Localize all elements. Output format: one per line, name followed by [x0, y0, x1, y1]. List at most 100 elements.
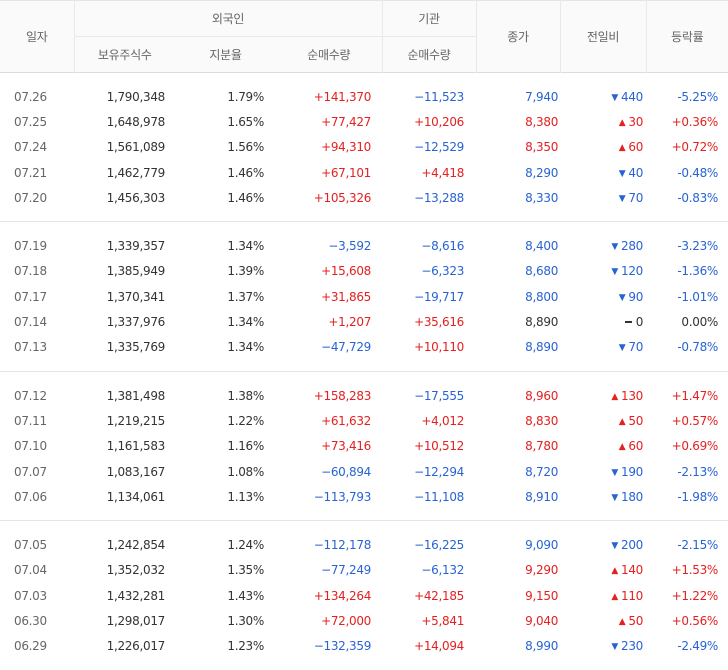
group-spacer: [0, 360, 728, 372]
table-row: 07.24 1,561,089 1.56% +94,310 −12,529 8,350 ▲ 6…: [0, 135, 728, 160]
diff-value: 140: [621, 563, 644, 578]
diff-cell: ▼ 70: [560, 335, 646, 360]
down-arrow-icon: ▼: [618, 168, 626, 179]
holdings-cell: 1,226,017: [106, 639, 166, 654]
ratio-cell: 1.08%: [227, 464, 264, 479]
foreign-net-cell: +73,416: [321, 439, 372, 454]
holdings-cell: 1,134,061: [106, 489, 166, 504]
diff-value: 90: [628, 289, 644, 304]
date-cell: 07.07: [14, 464, 47, 479]
inst-net-cell: +4,012: [421, 413, 465, 428]
holdings-cell: 1,561,089: [106, 140, 166, 155]
close-cell: 7,940: [525, 89, 559, 104]
rate-cell: +0.56%: [671, 613, 719, 628]
inst-net-cell: +5,841: [421, 613, 465, 628]
rate-cell: -0.48%: [677, 165, 719, 180]
ratio-cell: 1.24%: [227, 538, 264, 553]
holdings-cell: 1,381,498: [106, 388, 166, 403]
group-spacer: [0, 521, 728, 532]
foreign-net-cell: +94,310: [321, 140, 372, 155]
group-divider: [0, 221, 728, 223]
rate-cell: -1.36%: [677, 264, 719, 279]
ratio-cell: 1.16%: [227, 439, 264, 454]
header-rate: 등락률: [645, 0, 728, 73]
foreign-net-cell: +72,000: [321, 613, 372, 628]
foreign-net-cell: +105,326: [313, 190, 372, 205]
header-close: 종가: [475, 0, 561, 73]
up-arrow-icon: ▲: [611, 566, 619, 577]
date-cell: 07.11: [14, 413, 47, 428]
diff-cell: ▼ 90: [560, 284, 646, 309]
diff-value: 70: [628, 340, 644, 355]
ratio-cell: 1.65%: [227, 114, 264, 129]
group-spacer: [0, 659, 728, 670]
diff-value: 60: [628, 140, 644, 155]
date-cell: 07.12: [14, 388, 47, 403]
date-cell: 07.25: [14, 114, 47, 129]
holdings-cell: 1,161,583: [106, 439, 166, 454]
inst-net-cell: −16,225: [414, 538, 465, 553]
header-date: 일자: [0, 0, 74, 73]
foreign-net-cell: +134,264: [313, 588, 372, 603]
holdings-cell: 1,352,032: [106, 563, 166, 578]
inst-net-cell: +35,616: [414, 315, 465, 330]
diff-cell: ▲ 60: [560, 135, 646, 160]
diff-value: 70: [628, 190, 644, 205]
header-inst-net: 순매수량: [381, 36, 477, 73]
close-cell: 9,150: [525, 588, 559, 603]
close-cell: 8,680: [525, 264, 559, 279]
down-arrow-icon: ▼: [618, 193, 626, 204]
diff-cell: ▼ 280: [560, 233, 646, 258]
foreign-net-cell: +158,283: [313, 388, 372, 403]
diff-cell: ▲ 60: [560, 434, 646, 459]
date-cell: 07.18: [14, 264, 47, 279]
rate-cell: 0.00%: [681, 315, 719, 330]
up-arrow-icon: ▲: [618, 442, 626, 453]
close-cell: 8,290: [525, 165, 559, 180]
table-body: 07.26 1,790,348 1.79% +141,370 −11,523 7,940 ▼…: [0, 73, 728, 670]
date-cell: 06.30: [14, 613, 47, 628]
holdings-cell: 1,083,167: [106, 464, 166, 479]
diff-value: 50: [628, 613, 644, 628]
down-arrow-icon: ▼: [618, 343, 626, 354]
ratio-cell: 1.46%: [227, 190, 264, 205]
holdings-cell: 1,298,017: [106, 613, 166, 628]
holdings-cell: 1,339,357: [106, 239, 166, 254]
table-row: 06.29 1,226,017 1.23% −132,359 +14,094 8,990 ▼…: [0, 634, 728, 659]
table-row: 07.17 1,370,341 1.37% +31,865 −19,717 8,800 ▼ 9…: [0, 284, 728, 309]
date-cell: 07.21: [14, 165, 47, 180]
diff-cell: ▼ 200: [560, 532, 646, 557]
rate-cell: +0.36%: [671, 114, 719, 129]
rate-cell: +0.57%: [671, 413, 719, 428]
close-cell: 9,040: [525, 613, 559, 628]
table-row: 07.20 1,456,303 1.46% +105,326 −13,288 8,330 ▼…: [0, 185, 728, 210]
holdings-cell: 1,648,978: [106, 114, 166, 129]
diff-cell: ▲ 110: [560, 583, 646, 608]
rate-cell: -0.78%: [677, 340, 719, 355]
diff-value: 280: [621, 239, 644, 254]
table-row: 07.14 1,337,976 1.34% +1,207 +35,616 8,890 0 0.…: [0, 309, 728, 334]
inst-net-cell: −12,529: [414, 140, 465, 155]
diff-value: 40: [628, 165, 644, 180]
diff-value: 60: [628, 439, 644, 454]
foreign-net-cell: −60,894: [321, 464, 372, 479]
holdings-cell: 1,790,348: [106, 89, 166, 104]
date-cell: 06.29: [14, 639, 47, 654]
inst-net-cell: +10,512: [414, 439, 465, 454]
diff-value: 120: [621, 264, 644, 279]
diff-cell: ▲ 130: [560, 383, 646, 408]
ratio-cell: 1.34%: [227, 340, 264, 355]
down-arrow-icon: ▼: [611, 92, 619, 103]
date-cell: 07.20: [14, 190, 47, 205]
date-cell: 07.19: [14, 239, 47, 254]
rate-cell: +0.72%: [671, 140, 719, 155]
close-cell: 8,400: [525, 239, 559, 254]
inst-net-cell: +14,094: [414, 639, 465, 654]
close-cell: 8,830: [525, 413, 559, 428]
diff-cell: ▼ 70: [560, 185, 646, 210]
close-cell: 8,910: [525, 489, 559, 504]
rate-cell: -2.13%: [677, 464, 719, 479]
diff-cell: ▲ 140: [560, 558, 646, 583]
foreign-net-cell: −77,249: [321, 563, 372, 578]
ratio-cell: 1.35%: [227, 563, 264, 578]
